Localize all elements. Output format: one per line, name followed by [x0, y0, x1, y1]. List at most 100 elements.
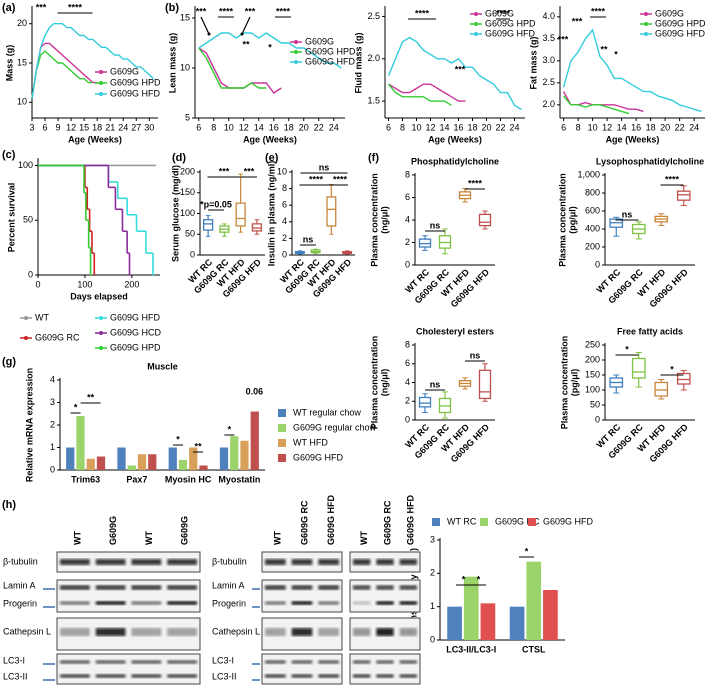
annotation: ** [87, 392, 95, 402]
x-axis-label: Days elapsed [70, 291, 128, 301]
legend-label: G609G HFD [543, 516, 594, 526]
legend-marker [24, 336, 28, 340]
annotation: *** [36, 2, 47, 12]
blot-band [265, 674, 286, 678]
y-tick-label: 0 [282, 249, 287, 259]
y-tick-label: 4 [50, 374, 55, 384]
y-tick-label: 2.0 [367, 53, 380, 63]
legend-swatch [278, 439, 286, 447]
box [676, 372, 691, 385]
x-axis-label: Age (Weeks) [68, 134, 122, 144]
bar [447, 606, 462, 640]
chart-title: Free fatty acids [617, 326, 683, 336]
annotation: **** [665, 174, 680, 184]
blot-band [399, 559, 417, 565]
x-tick-label: 3 [29, 122, 34, 132]
annotation: * [74, 402, 78, 412]
legend-label: G609G HPD [305, 46, 356, 56]
y-axis-label: Mass (g) [4, 45, 14, 82]
blot-band [376, 674, 394, 678]
blot-band [353, 559, 371, 565]
blot-band [131, 660, 162, 664]
legend-marker [294, 60, 298, 64]
box [235, 202, 246, 227]
x-tick-label: 10 [224, 122, 234, 132]
bar [117, 447, 126, 470]
x-axis-label: Age (Weeks) [606, 134, 660, 144]
y-tick-label: 1 [50, 442, 55, 452]
panel-label: (f) [368, 152, 379, 164]
y-tick-label: 10 [17, 97, 27, 107]
bar [76, 416, 85, 470]
y-tick-label: 0 [405, 414, 410, 424]
box [326, 196, 337, 227]
annotation: *p=0.05 [200, 199, 232, 209]
blot-band [399, 601, 417, 605]
x-tick-label: 18 [92, 122, 102, 132]
panel-label: (e) [265, 152, 279, 164]
arrow [200, 16, 210, 35]
legend-marker [99, 346, 103, 350]
blot-label: β-tubulin [212, 556, 247, 566]
y-tick-label: 2.0 [542, 99, 555, 109]
legend-label: G609G [485, 8, 514, 18]
lane-label: G609G RC [382, 500, 392, 545]
bar [219, 447, 229, 470]
blot-frame [56, 579, 201, 613]
legend-marker [294, 50, 298, 54]
blot-band [95, 559, 126, 565]
y-axis-label: (ng/μl) [379, 369, 389, 397]
blot-label: Cathepsin L [3, 626, 51, 636]
blot-band [291, 601, 313, 605]
legend-label: G609G HFD [305, 56, 356, 66]
legend-label: G609G HCD [110, 327, 162, 337]
y-tick-label: 2.5 [367, 11, 380, 21]
annotation: * [228, 424, 232, 434]
blot-frame [261, 579, 343, 613]
y-tick-label: 6 [405, 358, 410, 368]
x-tick-label: 0 [35, 279, 40, 289]
legend-swatch [432, 518, 440, 526]
y-tick-label: 1 [430, 601, 435, 611]
x-tick-label: 24 [509, 122, 519, 132]
annotation: **** [333, 174, 348, 184]
bar [543, 590, 558, 640]
lane-label: G609G [108, 516, 118, 545]
y-axis-label: Percent survival [6, 183, 16, 253]
y-tick-label: 400 [585, 223, 600, 233]
series-line [198, 47, 267, 89]
blot-band [376, 585, 394, 590]
annotation: *** [558, 34, 569, 44]
blot-band [265, 559, 286, 565]
legend-marker [24, 316, 28, 320]
y-axis-label: Plasma concentration [369, 173, 379, 267]
lane-label: G609G [180, 516, 190, 545]
blot-band [60, 674, 90, 678]
legend-label: G609G regular chow [293, 422, 377, 432]
y-tick-label: 250 [585, 339, 600, 349]
y-tick-label: 20 [17, 18, 27, 28]
panel-label: (a) [2, 2, 16, 14]
y-tick-label: 200 [585, 354, 600, 364]
blot-band [399, 660, 417, 664]
arrow-head [240, 32, 244, 36]
x-tick-label: 15 [79, 122, 89, 132]
y-tick-label: 4 [282, 216, 287, 226]
annotation: ns [622, 209, 633, 219]
legend-label: G609G [305, 36, 334, 46]
x-tick-label: 14 [617, 122, 627, 132]
annotation: * [176, 434, 180, 444]
x-tick-label: Myostatin [218, 474, 260, 484]
blot-band [60, 601, 90, 605]
x-tick-label: 6 [43, 122, 48, 132]
y-tick-label: 2.5 [542, 77, 555, 87]
blot-band [265, 660, 286, 664]
x-tick-label: 22 [314, 122, 324, 132]
x-tick-label: 8 [400, 122, 405, 132]
x-tick-label: CTSL [522, 644, 546, 654]
blot-band [318, 628, 339, 636]
y-tick-label: 600 [585, 205, 600, 215]
x-tick-label: 16 [453, 122, 463, 132]
annotation: * [614, 49, 618, 59]
